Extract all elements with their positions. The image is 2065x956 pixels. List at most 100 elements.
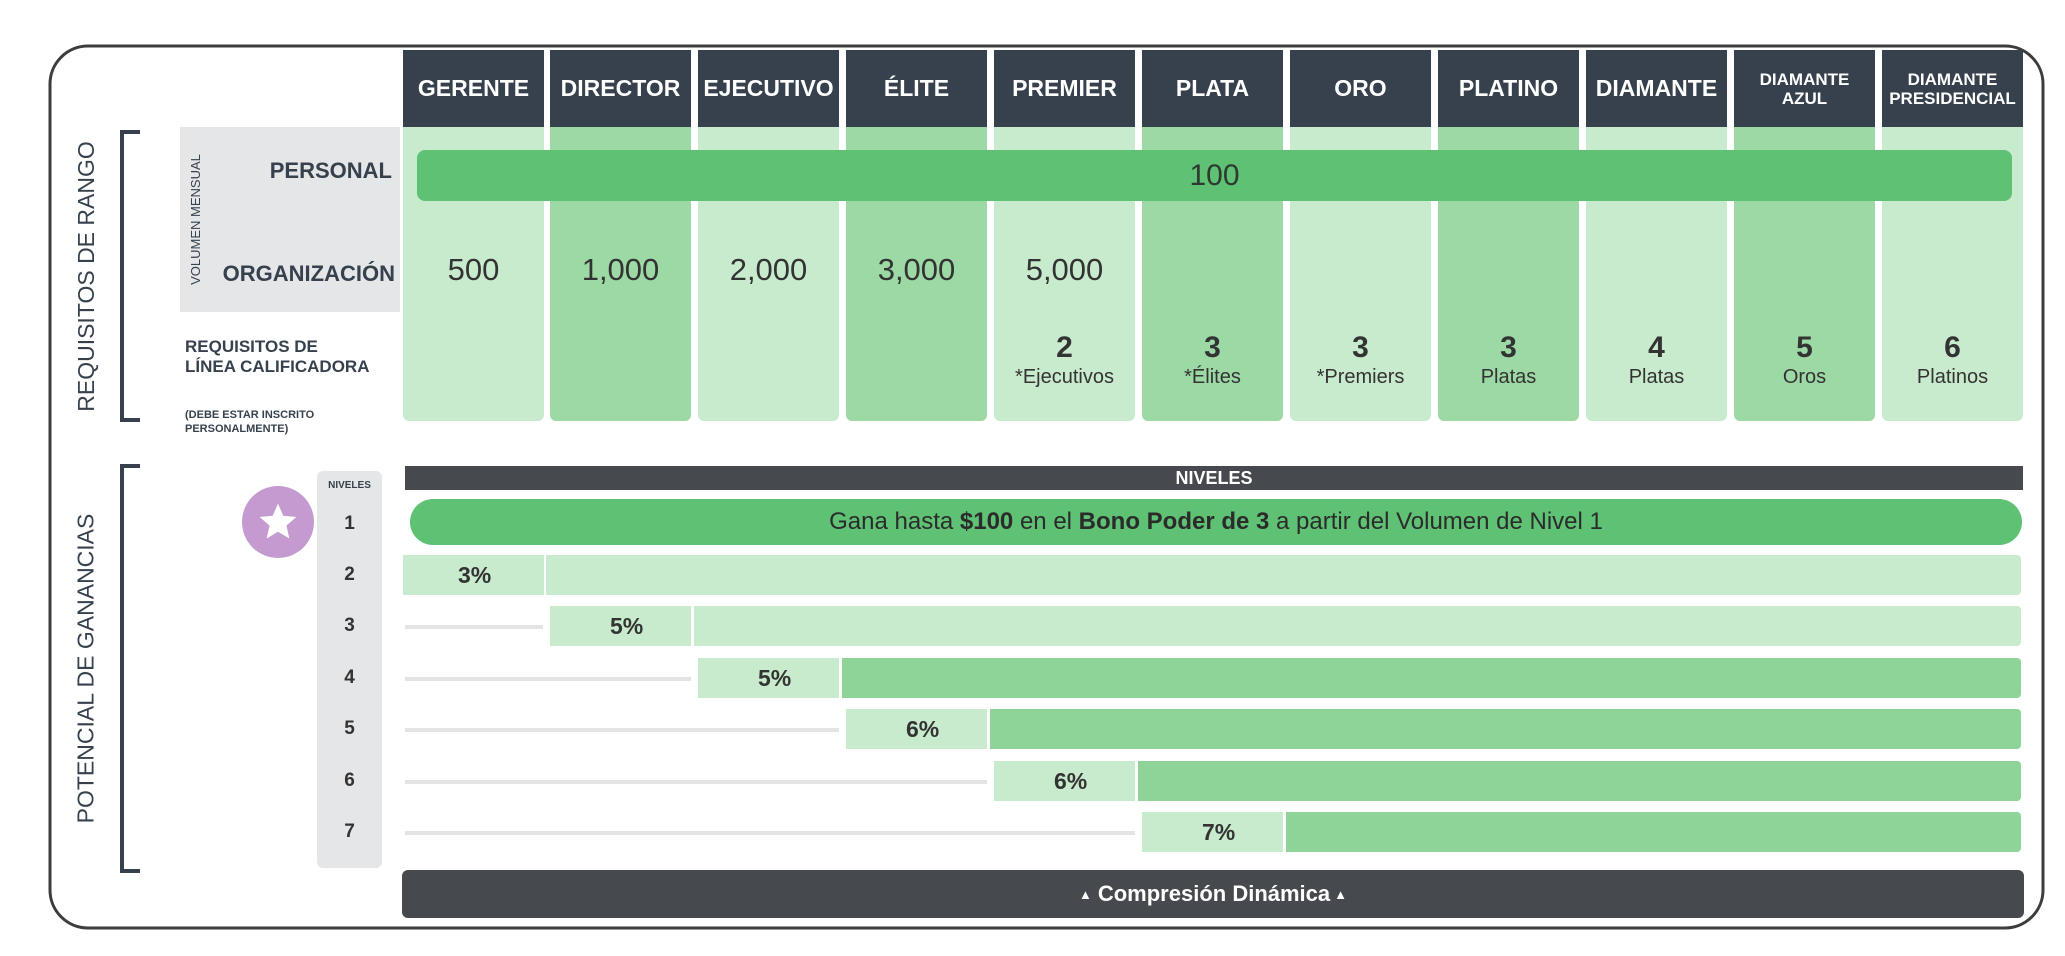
qualifying-count: 4 xyxy=(1648,331,1665,364)
level-start-cell: 5% xyxy=(698,658,839,698)
level-cell xyxy=(1434,761,1583,801)
level-cell xyxy=(1878,606,2021,646)
level-cell xyxy=(1434,812,1583,852)
level-cell xyxy=(1582,658,1731,698)
qualifying-note: (DEBE ESTAR INSCRITO PERSONALMENTE) xyxy=(185,409,315,435)
level-cell xyxy=(1878,812,2021,852)
qualifying-line-value: 5 Oros xyxy=(1734,322,1875,400)
level-cell xyxy=(1286,658,1435,698)
qualifying-line-value: 4 Platas xyxy=(1586,322,1727,400)
level-number: 7 xyxy=(344,821,355,842)
organization-volume-value: 1,000 xyxy=(581,252,660,287)
power-of-3-bonus-bar: Gana hasta $100 en el Bono Poder de 3 a … xyxy=(410,499,2022,545)
bonus-amount: $100 xyxy=(959,508,1014,535)
level-cell xyxy=(1582,761,1731,801)
level-cell xyxy=(1878,709,2021,749)
rank-requirements-label: REQUISITOS DE RANGO xyxy=(72,140,99,412)
level-cell xyxy=(1138,658,1287,698)
organization-volume-value xyxy=(1586,240,1727,300)
level-number: 1 xyxy=(344,513,355,534)
level-cell xyxy=(1138,761,1287,801)
bonus-text-pre: Gana hasta xyxy=(829,508,960,535)
level-cell xyxy=(694,606,843,646)
star-icon xyxy=(259,503,297,539)
level-cell xyxy=(1434,709,1583,749)
level-number: 5 xyxy=(344,718,355,739)
level-cell xyxy=(1138,606,1287,646)
level-cell xyxy=(1434,555,1583,595)
bonus-name: Bono Poder de 3 xyxy=(1078,508,1270,535)
qualifying-rank: *Premiers xyxy=(1316,366,1405,388)
level-leader-line xyxy=(405,625,543,629)
level-cell xyxy=(842,606,991,646)
organization-volume-value: 2,000 xyxy=(729,252,808,287)
level-leader-line xyxy=(405,780,987,784)
level-leader-line xyxy=(405,831,1135,835)
organization-volume-value: 5,000 xyxy=(1025,252,1104,287)
qualifying-rank: Platas xyxy=(1480,366,1537,388)
organization-volume-value xyxy=(1734,240,1875,300)
qualifying-count: 6 xyxy=(1944,331,1961,364)
level-cell xyxy=(1582,812,1731,852)
organization-volume-value xyxy=(1142,240,1283,300)
level-cell xyxy=(1582,606,1731,646)
level-cell xyxy=(1582,709,1731,749)
qualifying-rank: *Ejecutivos xyxy=(1015,366,1114,388)
bonus-text-mid: en el xyxy=(1013,508,1079,535)
qualifying-line-value xyxy=(698,322,839,400)
qualifying-line-value: 3 *Élites xyxy=(1142,322,1283,400)
level-cell xyxy=(990,555,1139,595)
qualifying-count: 5 xyxy=(1796,331,1813,364)
level-cell xyxy=(1730,658,1879,698)
level-cell xyxy=(990,658,1139,698)
rank-header-1: DIRECTOR xyxy=(550,50,691,127)
level-cell xyxy=(1286,812,1435,852)
personal-volume-value: 100 xyxy=(1189,158,1240,192)
rank-header-5: PLATA xyxy=(1142,50,1283,127)
level-start-cell: 5% xyxy=(550,606,691,646)
level-cell xyxy=(1878,658,2021,698)
personal-volume-bar: 100 xyxy=(417,150,2012,201)
volume-label-panel xyxy=(180,127,400,312)
level-cell xyxy=(1286,555,1435,595)
qualifying-count: 3 xyxy=(1500,331,1517,364)
level-cell xyxy=(1730,709,1879,749)
level-cell xyxy=(1138,555,1287,595)
organization-volume-value: 500 xyxy=(447,252,500,287)
rank-header-4: PREMIER xyxy=(994,50,1135,127)
level-start-cell: 3% xyxy=(403,555,544,595)
dynamic-compression-label: Compresión Dinámica xyxy=(1097,881,1331,906)
rank-header-3: ÉLITE xyxy=(846,50,987,127)
level-start-cell: 7% xyxy=(1142,812,1283,852)
qualifying-rank: Platinos xyxy=(1916,366,1989,388)
organization-volume-value xyxy=(1882,240,2023,300)
qualifying-line-value xyxy=(403,322,544,400)
level-cell xyxy=(1286,709,1435,749)
qualifying-line-label: REQUISITOS DE LÍNEA CALIFICADORA xyxy=(185,337,370,376)
level-cell xyxy=(1138,709,1287,749)
personal-label: PERSONAL xyxy=(269,158,392,183)
level-cell xyxy=(694,555,843,595)
level-number: 4 xyxy=(344,667,355,688)
level-cell xyxy=(990,606,1139,646)
level-cell xyxy=(1730,606,1879,646)
level-cell xyxy=(1286,761,1435,801)
organization-volume-value xyxy=(1438,240,1579,300)
qualifying-rank: Oros xyxy=(1782,366,1827,388)
level-cell xyxy=(1582,555,1731,595)
level-leader-line xyxy=(405,677,691,681)
qualifying-rank: *Élites xyxy=(1184,366,1241,388)
level-cell xyxy=(1878,555,2021,595)
level-cell xyxy=(990,709,1139,749)
level-cell xyxy=(842,555,991,595)
qualifying-line-value: 3 *Premiers xyxy=(1290,322,1431,400)
rank-header-6: ORO xyxy=(1290,50,1431,127)
level-cell xyxy=(1730,812,1879,852)
qualifying-line-value: 3 Platas xyxy=(1438,322,1579,400)
organization-volume-value xyxy=(1290,240,1431,300)
levels-column xyxy=(317,471,382,868)
levels-header: NIVELES xyxy=(405,466,2023,490)
organization-label: ORGANIZACIÓN xyxy=(222,261,395,286)
qualifying-line-value: 6 Platinos xyxy=(1882,322,2023,400)
